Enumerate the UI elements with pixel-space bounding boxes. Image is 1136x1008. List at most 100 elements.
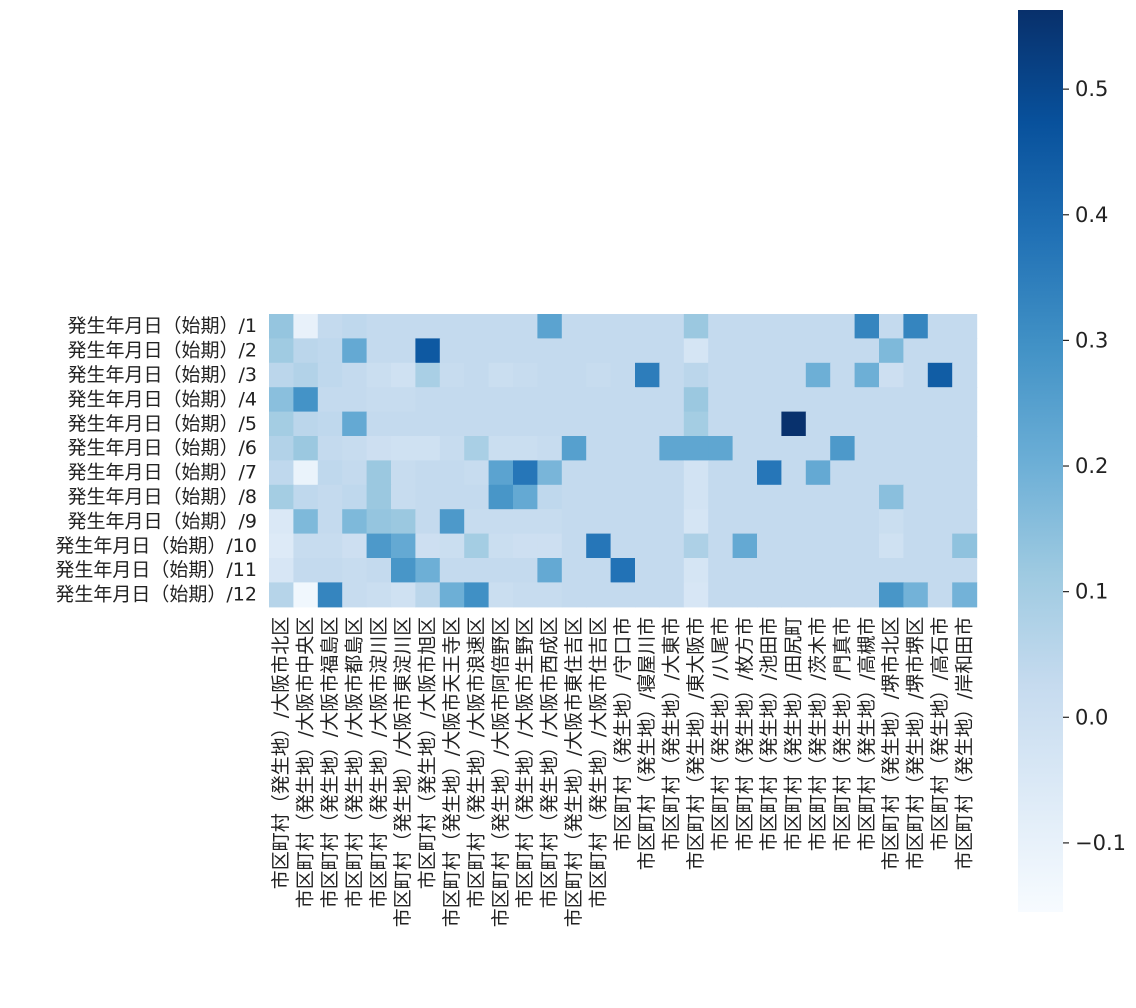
heatmap-cell: [805, 582, 831, 608]
heatmap-cell: [927, 362, 953, 388]
heatmap-cell: [610, 484, 636, 510]
heatmap-cell: [805, 362, 831, 388]
heatmap-cell: [732, 436, 758, 461]
heatmap-cell: [635, 338, 660, 364]
heatmap-cell: [854, 362, 880, 388]
heatmap-cell: [903, 338, 929, 364]
heatmap-cell: [708, 362, 734, 388]
heatmap-cell: [805, 460, 831, 486]
heatmap-cell: [757, 558, 782, 583]
heatmap-cell: [927, 509, 953, 535]
heatmap-cell: [805, 484, 831, 510]
column-label: 市区町村（発生地）/堺市北区: [880, 617, 902, 870]
heatmap-cell: [732, 533, 758, 559]
heatmap-cell: [635, 436, 660, 461]
heatmap-cell: [317, 338, 343, 364]
heatmap-cell: [366, 436, 392, 461]
heatmap-cell: [513, 338, 538, 364]
colorbar-tick-label: −0.1: [1075, 831, 1126, 855]
heatmap-cell: [927, 460, 953, 486]
heatmap-cell: [683, 484, 709, 510]
heatmap-cell: [683, 558, 709, 583]
heatmap-cell: [293, 387, 319, 413]
heatmap-cell: [439, 411, 465, 437]
heatmap-cell: [610, 362, 636, 388]
heatmap-cell: [366, 558, 392, 583]
column-label: 市区町村（発生地）/大阪市住吉区: [587, 617, 609, 908]
heatmap-cell: [927, 582, 953, 608]
heatmap-cell: [683, 460, 709, 486]
heatmap-cell: [439, 314, 465, 339]
heatmap-cell: [635, 411, 660, 437]
heatmap-cell: [464, 558, 490, 583]
heatmap-cell: [708, 484, 734, 510]
heatmap-cell: [561, 509, 587, 535]
heatmap-cell: [366, 533, 392, 559]
heatmap-cell: [488, 436, 514, 461]
heatmap-cell: [879, 411, 904, 437]
heatmap-cell: [659, 362, 685, 388]
heatmap-cell: [781, 362, 807, 388]
row-label: 発生年月日（始期）/2: [68, 340, 258, 362]
heatmap-cell: [342, 582, 368, 608]
heatmap-cell: [781, 314, 807, 339]
row-label: 発生年月日（始期）/8: [68, 486, 258, 508]
heatmap-cell: [293, 436, 319, 461]
row-labels: 発生年月日（始期）/1発生年月日（始期）/2発生年月日（始期）/3発生年月日（始…: [55, 315, 257, 605]
heatmap-cell: [903, 460, 929, 486]
heatmap-cell: [610, 314, 636, 339]
heatmap-cell: [293, 533, 319, 559]
heatmap-cell: [635, 582, 660, 608]
heatmap-cell: [342, 436, 368, 461]
heatmap-cell: [293, 558, 319, 583]
heatmap-cell: [293, 582, 319, 608]
heatmap-cell: [903, 362, 929, 388]
heatmap-cell: [415, 436, 441, 461]
heatmap-cell: [805, 509, 831, 535]
heatmap-cell: [317, 484, 343, 510]
heatmap-cell: [879, 533, 904, 559]
heatmap-cell: [464, 484, 490, 510]
heatmap-cell: [513, 387, 538, 413]
heatmap-cell: [537, 411, 563, 437]
heatmap-cell: [537, 484, 563, 510]
heatmap-cell: [757, 436, 782, 461]
column-label: 市区町村（発生地）/大阪市生野区: [514, 617, 536, 908]
heatmap-cell: [903, 509, 929, 535]
row-label: 発生年月日（始期）/1: [68, 315, 258, 337]
column-label: 市区町村（発生地）/田尻町: [783, 617, 805, 851]
heatmap-cell: [391, 314, 416, 339]
heatmap-cell: [537, 533, 563, 559]
heatmap-cell: [659, 509, 685, 535]
heatmap-cell: [879, 387, 904, 413]
heatmap-cell: [952, 387, 978, 413]
heatmap-cell: [366, 338, 392, 364]
heatmap-cell: [854, 387, 880, 413]
heatmap-cell: [513, 582, 538, 608]
heatmap-cell: [317, 387, 343, 413]
heatmap-cell: [879, 314, 904, 339]
heatmap-cell: [415, 582, 441, 608]
heatmap-cell: [757, 460, 782, 486]
heatmap-cell: [732, 509, 758, 535]
heatmap-cell: [439, 558, 465, 583]
heatmap-cell: [708, 582, 734, 608]
heatmap-cell: [464, 411, 490, 437]
heatmap-cell: [464, 509, 490, 535]
heatmap-cell: [732, 558, 758, 583]
heatmap-cell: [488, 558, 514, 583]
column-label: 市区町村（発生地）/大阪市東淀川区: [392, 617, 414, 927]
heatmap-cell: [708, 509, 734, 535]
heatmap-cell: [732, 338, 758, 364]
heatmap-cell: [586, 533, 612, 559]
heatmap-cell: [854, 411, 880, 437]
heatmap-cell: [269, 314, 294, 339]
heatmap-cell: [537, 314, 563, 339]
heatmap-cell: [415, 338, 441, 364]
heatmap-cell: [269, 533, 294, 559]
column-label: 市区町村（発生地）/寝屋川市: [636, 617, 658, 870]
heatmap-cell: [391, 362, 416, 388]
heatmap-cell: [635, 509, 660, 535]
heatmap-cell: [464, 533, 490, 559]
heatmap-cell: [830, 411, 856, 437]
